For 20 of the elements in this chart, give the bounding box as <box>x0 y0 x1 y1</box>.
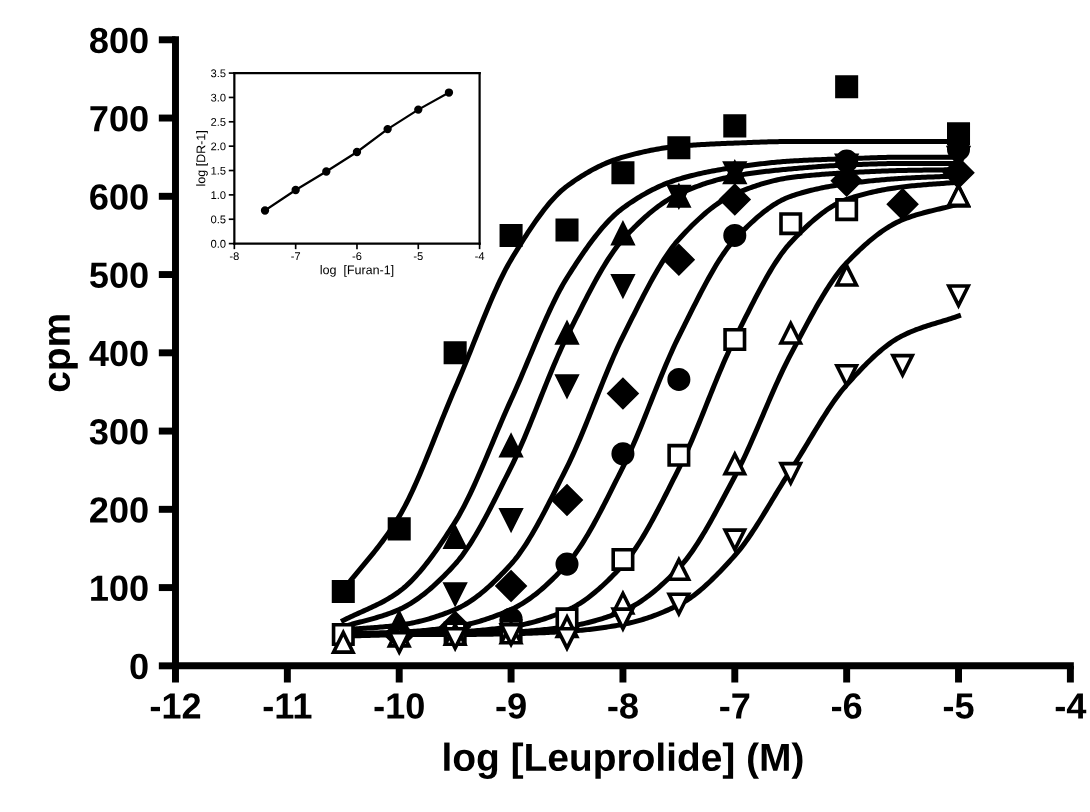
x-tick-label: -9 <box>496 693 526 719</box>
y-tick-label: 300 <box>89 418 148 445</box>
x-axis-title: log [Leuprolide] (M) <box>444 742 803 779</box>
x-tick-label: -10 <box>374 693 424 719</box>
y-axis-title: cpm <box>48 315 78 392</box>
x-tick-label: -8 <box>608 693 638 719</box>
y-tick-label: 100 <box>91 575 148 602</box>
y-tick-label: 800 <box>90 27 148 54</box>
x-tick-label: -11 <box>263 693 312 719</box>
x-tick-label: -6 <box>832 693 862 719</box>
x-tick-label: -4 <box>1055 693 1087 719</box>
x-tick-label: -12 <box>150 693 201 719</box>
x-tick-label: -7 <box>720 693 750 719</box>
y-tick-label: 600 <box>90 184 148 210</box>
y-tick-label: 0 <box>130 653 148 680</box>
y-tick-label: 700 <box>90 105 148 132</box>
y-tick-label: 200 <box>90 497 148 523</box>
y-tick-label: 400 <box>89 340 148 367</box>
x-tick-label: -5 <box>943 693 974 719</box>
y-tick-label: 500 <box>89 262 148 288</box>
